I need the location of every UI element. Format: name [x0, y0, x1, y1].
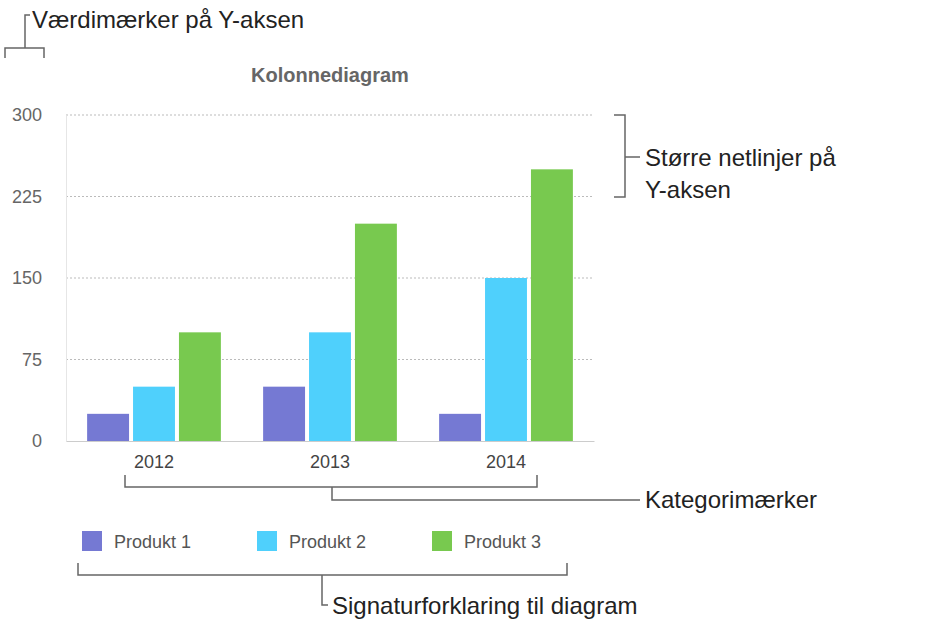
annotation: Signaturforklaring til diagram — [332, 592, 637, 619]
x-tick: 2013 — [310, 441, 350, 472]
y-axis: 0 75 150 225 300 — [12, 105, 67, 451]
y-tick: 225 — [12, 187, 66, 207]
y-tick-label: 0 — [32, 431, 42, 451]
legend-swatch — [82, 531, 102, 551]
bar — [355, 224, 397, 441]
y-tick: 0 — [32, 431, 66, 451]
annotation-bracket — [125, 475, 640, 500]
y-tick: 150 — [12, 268, 66, 288]
bar — [133, 387, 175, 441]
y-tick-label: 300 — [12, 105, 42, 125]
annotation: Værdimærker på Y-aksen — [32, 6, 304, 33]
legend-swatch — [257, 531, 277, 551]
bar — [263, 387, 305, 441]
grid-line — [66, 196, 594, 197]
bar — [485, 278, 527, 441]
x-axis: 2012 2013 2014 — [67, 441, 595, 472]
chart: Kolonnediagram 0 75 150 225 300 2012 2013 2014 Pr… — [0, 0, 936, 628]
bar — [531, 169, 573, 441]
annotation: Kategorimærker — [645, 486, 817, 513]
y-tick: 75 — [22, 350, 66, 370]
bar — [439, 414, 481, 441]
bar — [309, 332, 351, 441]
annotation-bracket — [614, 115, 640, 197]
x-tick: 2012 — [134, 441, 174, 472]
legend-label: Produkt 2 — [289, 532, 366, 552]
y-axis-line — [66, 116, 67, 442]
x-tick-label: 2014 — [486, 452, 526, 472]
x-axis-line — [67, 441, 595, 442]
legend-swatch — [432, 531, 452, 551]
y-tick-label: 150 — [12, 268, 42, 288]
annotations: Værdimærker på Y-aksen Større netlinjer p… — [5, 6, 836, 619]
legend-label: Produkt 3 — [464, 532, 541, 552]
legend-label: Produkt 1 — [114, 532, 191, 552]
legend: Produkt 1 Produkt 2 Produkt 3 — [82, 531, 541, 552]
annotation: Større netlinjer påY-aksen — [645, 144, 836, 203]
x-tick-label: 2013 — [310, 452, 350, 472]
y-tick-label: 225 — [12, 187, 42, 207]
bar — [179, 332, 221, 441]
bars — [87, 169, 573, 441]
title: Kolonnediagram — [251, 64, 409, 86]
x-tick: 2014 — [486, 441, 526, 472]
y-tick: 300 — [12, 105, 66, 125]
y-tick-label: 75 — [22, 350, 42, 370]
x-tick-label: 2012 — [134, 452, 174, 472]
grid-line — [66, 115, 594, 116]
bar — [87, 414, 129, 441]
